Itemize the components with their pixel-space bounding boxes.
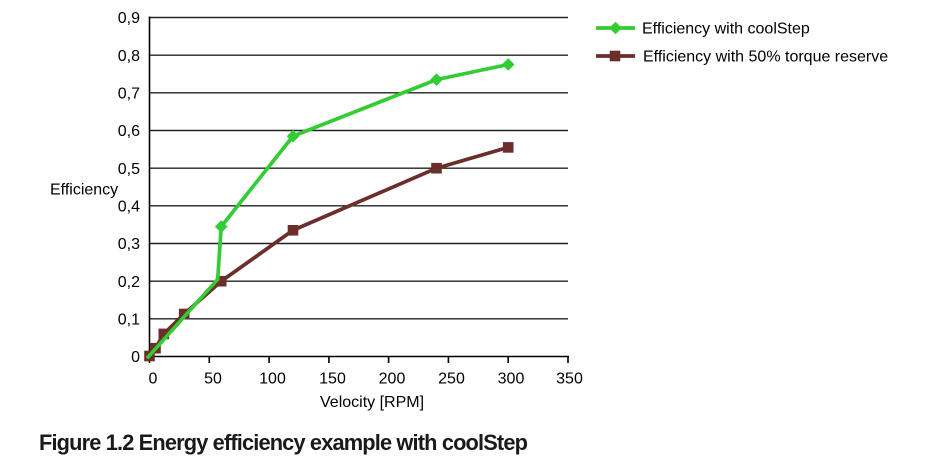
svg-text:200: 200 — [379, 371, 406, 388]
svg-text:Efficiency: Efficiency — [50, 182, 118, 199]
svg-text:0,5: 0,5 — [118, 161, 140, 178]
svg-text:Efficiency with coolStep: Efficiency with coolStep — [642, 21, 810, 38]
svg-text:150: 150 — [319, 371, 346, 388]
svg-text:50: 50 — [204, 371, 222, 388]
svg-text:0,4: 0,4 — [118, 199, 140, 216]
svg-text:250: 250 — [438, 371, 465, 388]
svg-text:300: 300 — [498, 371, 525, 388]
svg-text:0: 0 — [131, 349, 140, 366]
svg-text:0,6: 0,6 — [118, 123, 140, 140]
svg-text:0: 0 — [149, 371, 158, 388]
svg-text:100: 100 — [259, 371, 286, 388]
svg-text:0,2: 0,2 — [118, 274, 140, 291]
svg-text:350: 350 — [556, 371, 583, 388]
svg-text:0,9: 0,9 — [118, 10, 140, 27]
svg-text:0,7: 0,7 — [118, 86, 140, 103]
svg-text:0,8: 0,8 — [118, 48, 140, 65]
svg-text:0,3: 0,3 — [118, 236, 140, 253]
svg-text:0,1: 0,1 — [118, 312, 140, 329]
svg-text:Velocity [RPM]: Velocity [RPM] — [320, 394, 424, 411]
svg-text:Efficiency with 50% torque res: Efficiency with 50% torque reserve — [643, 49, 888, 66]
